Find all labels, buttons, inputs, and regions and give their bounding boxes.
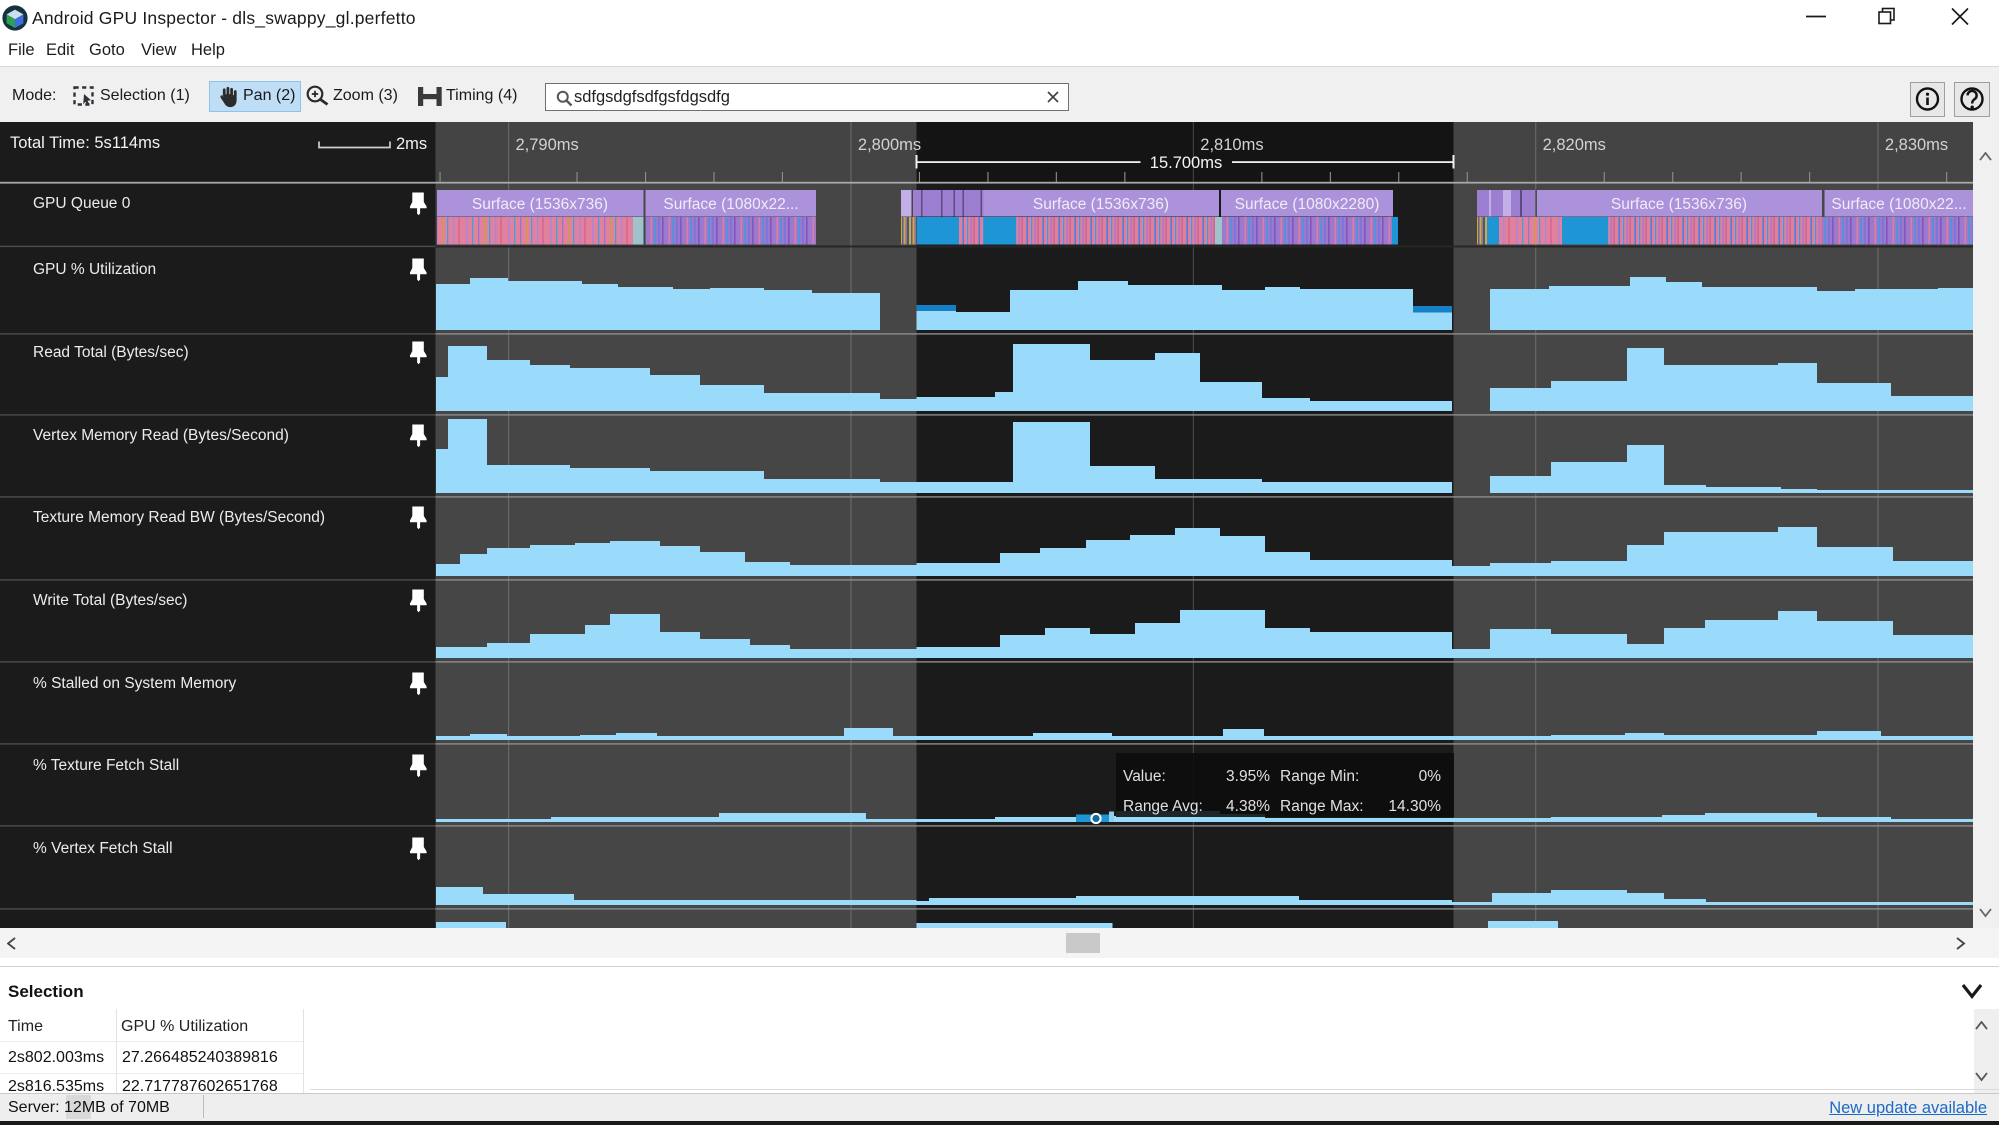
svg-text:Surface (1536x736): Surface (1536x736) xyxy=(472,196,608,213)
svg-text:Surface (1080x2280): Surface (1080x2280) xyxy=(1235,196,1380,213)
svg-text:2,830ms: 2,830ms xyxy=(1885,136,1948,154)
svg-text:2,810ms: 2,810ms xyxy=(1200,136,1263,154)
svg-text:Surface (1080x22...: Surface (1080x22... xyxy=(663,196,798,213)
svg-text:2,790ms: 2,790ms xyxy=(516,136,579,154)
svg-text:15.700ms: 15.700ms xyxy=(1150,154,1222,172)
svg-text:2,800ms: 2,800ms xyxy=(858,136,921,154)
svg-text:Surface (1536x736): Surface (1536x736) xyxy=(1033,196,1169,213)
svg-text:2,820ms: 2,820ms xyxy=(1543,136,1606,154)
svg-text:Surface (1536x736): Surface (1536x736) xyxy=(1611,196,1747,213)
svg-text:Surface (1080x22...: Surface (1080x22... xyxy=(1831,196,1966,213)
